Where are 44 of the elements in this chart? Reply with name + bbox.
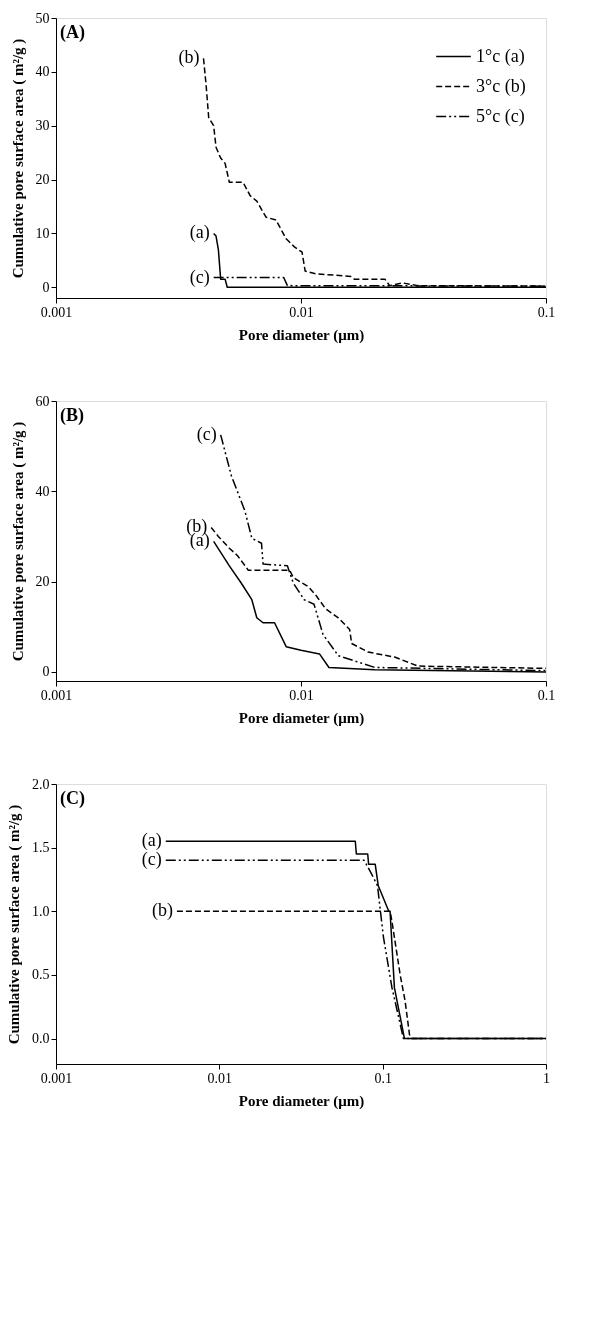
x-tick-label: 0.001: [40, 687, 73, 703]
y-tick-label: 1.0: [32, 903, 50, 919]
y-axis-title: Cumulative pore surface area ( m²/g ): [9, 38, 27, 279]
y-tick-label: 2.0: [32, 776, 50, 792]
annotation: (a): [141, 830, 162, 852]
x-tick-label: 0.001: [40, 1070, 73, 1086]
legend-label: 5°c (c): [476, 105, 525, 127]
x-tick-label: 0.1: [537, 687, 556, 703]
chart-title: (C): [60, 788, 85, 809]
x-tick-label: 0.001: [40, 304, 73, 320]
y-tick-label: 30: [35, 118, 50, 134]
y-axis-title: Cumulative pore surface area ( m²/g ): [9, 421, 27, 662]
x-tick-label: 0.01: [289, 304, 314, 320]
legend-label: 1°c (a): [476, 45, 525, 67]
y-tick-label: 0.0: [32, 1031, 50, 1047]
annotation: (c): [189, 266, 210, 288]
x-axis-title: Pore diameter (μm): [238, 326, 365, 344]
y-axis-title: Cumulative pore surface area ( m²/g ): [6, 804, 23, 1045]
x-tick-label: 0.1: [537, 304, 556, 320]
y-tick-label: 0: [42, 664, 50, 680]
legend-label: 3°c (b): [476, 75, 526, 97]
x-tick-label: 0.1: [374, 1070, 392, 1086]
chart-title: (A): [60, 22, 85, 43]
y-tick-label: 40: [35, 64, 50, 80]
annotation: (c): [196, 423, 217, 445]
y-tick-label: 0.5: [32, 967, 50, 983]
y-tick-label: 1.5: [32, 840, 50, 856]
y-tick-label: 60: [35, 393, 50, 409]
annotation: (c): [141, 849, 162, 871]
annotation: (a): [189, 222, 210, 244]
x-axis-title: Pore diameter (μm): [238, 1092, 365, 1110]
x-tick-label: 0.01: [207, 1070, 233, 1086]
y-tick-label: 0: [42, 279, 50, 295]
x-tick-label: 0.01: [289, 687, 314, 703]
y-tick-label: 40: [35, 483, 50, 499]
y-tick-label: 20: [35, 172, 50, 188]
x-tick-label: 1: [543, 1070, 550, 1086]
x-axis-title: Pore diameter (μm): [238, 709, 365, 727]
y-tick-label: 10: [35, 225, 50, 241]
annotation: (b): [151, 900, 173, 922]
y-tick-label: 20: [35, 574, 50, 590]
annotation: (b): [178, 47, 200, 69]
y-tick-label: 50: [35, 10, 50, 26]
chart-title: (B): [60, 405, 84, 426]
